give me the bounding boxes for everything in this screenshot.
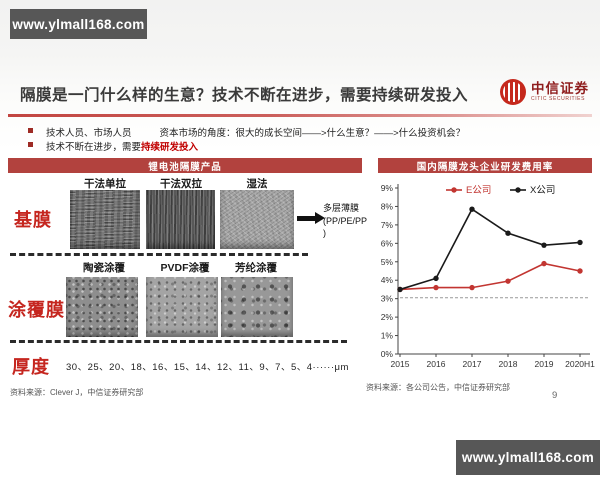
bullet-square-icon (28, 128, 33, 133)
data-point (541, 242, 547, 248)
title-divider (8, 114, 592, 117)
sem-image-dry-double (146, 190, 215, 249)
x-tick-label: 2017 (463, 359, 482, 369)
thickness-values: 30、25、20、18、16、15、14、12、11、9、7、5、4······… (66, 362, 349, 373)
y-tick-label: 6% (381, 238, 394, 248)
bullet-square-icon (28, 142, 33, 147)
series-line (399, 262, 581, 291)
bullet1-text-right: 资本市场的角度：很大的成长空间——>什么生意？——>什么投资机会？ (159, 128, 466, 139)
y-tick-label: 3% (381, 294, 394, 304)
multilayer-film-note: 多层薄膜 (PP/PE/PP ) (323, 202, 375, 240)
x-tick-label: 2020H1 (565, 359, 595, 369)
bullet-item-1: 技术人员、市场人员 资本市场的角度：很大的成长空间——>什么生意？——>什么投资… (28, 125, 465, 139)
research-expense-chart: 0% 1% 2% 3% 4% 5% 6% 7% 8% 9% 2015 2016 2017 2018 2019… (381, 183, 595, 369)
right-arrow-icon (297, 212, 325, 224)
data-point (469, 206, 475, 212)
column-header-dry-single: 干法单拉 (84, 178, 126, 190)
x-tick-label: 2015 (391, 359, 410, 369)
note-line-1: 多层薄膜 (323, 203, 360, 213)
y-tick-label: 2% (381, 312, 394, 322)
watermark-top-text: www.ylmall168.com (12, 16, 145, 32)
bullet-item-2: 技术不断在进步，需要持续研发投入 (28, 139, 198, 153)
data-point (433, 275, 439, 282)
column-header-pvdf: PVDF涂覆 (160, 262, 210, 274)
note-line-3: ) (323, 228, 326, 239)
citic-logo: 中信证券 CITIC SECURITIES (500, 79, 589, 105)
y-tick-label: 9% (381, 183, 394, 193)
sem-image-aramid-coated (221, 277, 293, 337)
bullet2-highlight: 持续研发投入 (141, 142, 199, 153)
y-tick-label: 0% (381, 349, 394, 359)
data-point (433, 284, 439, 291)
watermark-bottom-text: www.ylmall168.com (461, 450, 595, 465)
citic-logo-icon (500, 79, 526, 105)
sem-image-dry-single (70, 190, 140, 249)
y-tick-label: 4% (381, 275, 394, 285)
note-line-2: (PP/PE/PP (323, 215, 368, 226)
row-label-base-film: 基膜 (14, 210, 52, 230)
citic-logo-text: 中信证券 CITIC SECURITIES (531, 82, 589, 103)
dashed-separator-1 (10, 253, 308, 256)
data-point (577, 268, 583, 274)
column-header-ceramic: 陶瓷涂覆 (83, 262, 125, 274)
legend-marker-dot (451, 187, 457, 193)
bullet2-text: 技术不断在进步，需要持续研发投入 (46, 139, 198, 153)
page-title: 隔膜是一门什么样的生意？技术不断在进步，需要持续研发投入 (20, 87, 469, 104)
x-tick-label: 2019 (535, 359, 554, 369)
bullet1-text-left: 技术人员、市场人员 (46, 128, 132, 139)
sem-image-pvdf-coated (146, 277, 218, 337)
column-header-dry-double: 干法双拉 (160, 178, 202, 190)
right-panel-header: 国内隔膜龙头企业研发费用率 (378, 158, 592, 173)
logo-name-en: CITIC SECURITIES (531, 96, 586, 103)
y-tick-label: 8% (381, 201, 394, 211)
data-point (469, 284, 475, 291)
x-tick-label: 2016 (427, 359, 446, 369)
source-note-right: 资料来源：各公司公告，中信证券研究部 (366, 383, 510, 392)
y-tick-label: 5% (381, 257, 394, 267)
x-tick-label: 2018 (499, 359, 518, 369)
y-tick-label: 1% (381, 331, 394, 341)
logo-name-cn: 中信证券 (531, 80, 589, 96)
dashed-separator-2 (10, 340, 347, 343)
left-panel-header: 锂电池隔膜产品 (8, 158, 362, 173)
row-label-thickness: 厚度 (12, 357, 50, 377)
legend-label: X公司 (530, 185, 555, 196)
page-number: 9 (552, 390, 558, 401)
data-point (505, 278, 511, 284)
watermark-top: www.ylmall168.com (10, 9, 147, 39)
legend-label: E公司 (466, 185, 491, 196)
column-header-aramid: 芳纶涂覆 (235, 262, 277, 274)
y-tick-label: 7% (381, 220, 394, 230)
data-point (541, 260, 547, 267)
source-note-left: 资料来源：Clever J，中信证券研究部 (10, 388, 144, 397)
data-point (505, 230, 511, 236)
sem-image-wet (220, 190, 294, 249)
legend-marker-dot (515, 187, 521, 193)
data-point (397, 286, 403, 293)
row-label-coated-film: 涂覆膜 (8, 300, 65, 320)
bullet2-prefix: 技术不断在进步，需要 (46, 142, 142, 153)
data-point (577, 239, 583, 246)
column-header-wet: 湿法 (246, 178, 268, 190)
series-line (399, 208, 581, 291)
sem-image-ceramic-coated (66, 277, 138, 337)
watermark-bottom: www.ylmall168.com (456, 440, 600, 475)
